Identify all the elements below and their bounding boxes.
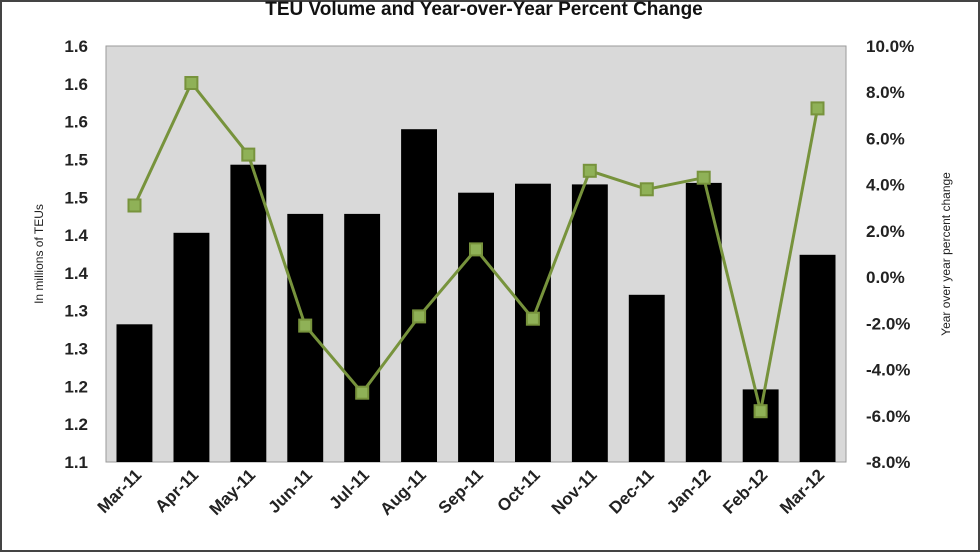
x-tick-label: Jan-12 (663, 465, 715, 517)
x-tick-label: Mar-11 (94, 465, 146, 517)
x-tick-label: May-11 (206, 465, 260, 519)
bar-feb-12 (742, 389, 779, 462)
percent-marker-nov-11 (582, 163, 597, 178)
bar-nov-11 (571, 184, 608, 462)
right-axis-label: Year over year percent change (939, 172, 953, 336)
y2-tick-label: 8.0% (866, 83, 905, 102)
y-tick-label: 1.4 (64, 264, 88, 283)
percent-marker-sep-11 (469, 242, 483, 257)
bar-series (116, 129, 836, 462)
percent-marker-jan-12 (696, 170, 711, 185)
x-tick-label: Jul-11 (326, 465, 374, 513)
bar-jul-11 (344, 213, 381, 462)
percent-marker-mar-12 (810, 101, 825, 116)
percent-marker-dec-11 (639, 182, 654, 197)
y-tick-label: 1.6 (64, 113, 88, 132)
bar-aug-11 (401, 129, 437, 462)
y-tick-label: 1.6 (64, 37, 88, 56)
bar-sep-11 (458, 192, 494, 462)
bar-may-11 (230, 164, 267, 462)
bar-jun-11 (287, 213, 324, 462)
percent-marker-feb-12 (753, 404, 768, 419)
y-tick-label: 1.4 (64, 226, 88, 245)
y-tick-label: 1.1 (64, 453, 88, 472)
y2-tick-label: -4.0% (866, 361, 910, 380)
y2-tick-label: 0.0% (866, 268, 905, 287)
left-axis-ticks: 1.1 1.2 1.2 1.3 1.3 1.4 1.4 1.5 1.5 1.6 1.6 1.6 (64, 37, 88, 472)
y-tick-label: 1.2 (64, 415, 88, 434)
x-tick-label: Aug-11 (376, 465, 430, 519)
bar-mar-12 (799, 254, 836, 462)
percent-marker-jul-11 (355, 385, 370, 400)
x-tick-label: Sep-11 (435, 465, 487, 517)
y2-tick-label: 4.0% (866, 176, 905, 195)
y-tick-label: 1.5 (64, 151, 88, 170)
percent-marker-may-11 (241, 147, 256, 162)
bar-dec-11 (628, 294, 665, 462)
percent-marker-jun-11 (298, 318, 313, 333)
percent-marker-mar-11 (127, 198, 142, 213)
percent-marker-aug-11 (412, 309, 427, 324)
right-axis-ticks: -8.0% -6.0% -4.0% -2.0% 0.0% 2.0% 4.0% 6.0% 8.0%… (866, 37, 914, 472)
x-tick-label: Feb-12 (719, 465, 771, 517)
y-tick-label: 1.3 (64, 302, 88, 321)
x-tick-label: Oct-11 (494, 465, 544, 515)
category-axis-ticks: Mar-11 Apr-11 May-11 Jun-11 Jul-11 Aug-11 Sep-… (94, 465, 829, 519)
y2-tick-label: -8.0% (866, 453, 910, 472)
x-tick-label: Mar-12 (776, 465, 828, 517)
y-tick-label: 1.2 (64, 377, 88, 396)
y-tick-label: 1.6 (64, 75, 88, 94)
y2-tick-label: -2.0% (866, 314, 910, 333)
x-tick-label: Dec-11 (605, 465, 657, 517)
chart-title: TEU Volume and Year-over-Year Percent Ch… (265, 0, 703, 20)
y2-tick-label: 2.0% (866, 222, 905, 241)
y-tick-label: 1.3 (64, 340, 88, 359)
percent-change-series (127, 76, 825, 419)
left-axis-label: In millions of TEUs (32, 204, 46, 304)
y2-tick-label: 10.0% (866, 37, 914, 56)
bar-apr-11 (173, 232, 210, 462)
y2-tick-label: -6.0% (866, 407, 910, 426)
x-tick-label: Apr-11 (151, 465, 202, 516)
x-tick-label: Jun-11 (265, 465, 317, 517)
x-tick-label: Nov-11 (548, 465, 601, 518)
y2-tick-label: 6.0% (866, 129, 905, 148)
percent-marker-oct-11 (525, 311, 540, 326)
percent-marker-apr-11 (184, 76, 199, 90)
y-tick-label: 1.5 (64, 188, 88, 207)
bar-mar-11 (116, 324, 153, 462)
